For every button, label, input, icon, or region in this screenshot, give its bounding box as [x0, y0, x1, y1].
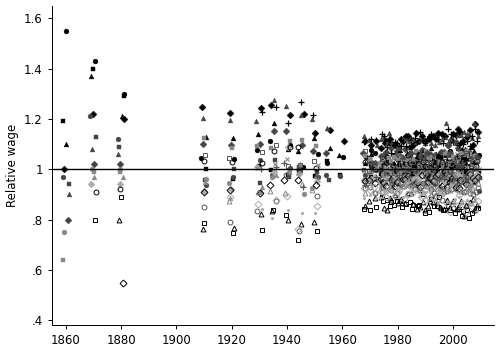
Y-axis label: Relative wage: Relative wage: [6, 124, 18, 207]
